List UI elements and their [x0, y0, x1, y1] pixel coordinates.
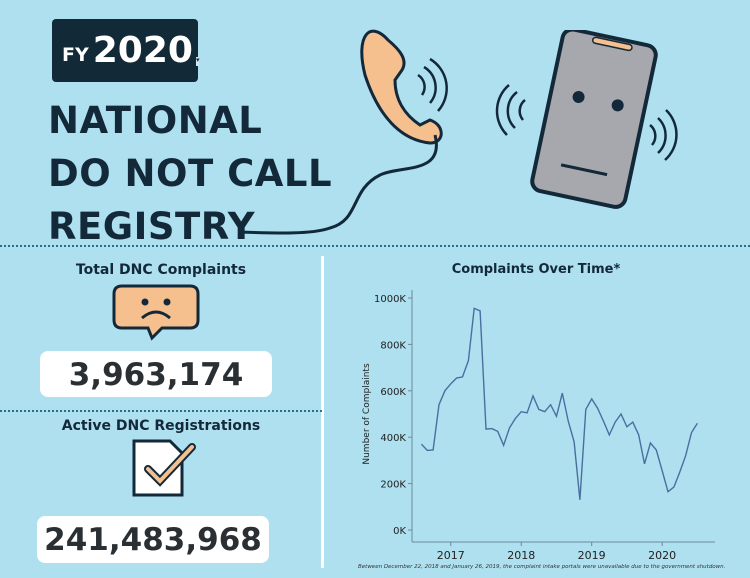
dropdown-arrow-icon[interactable]: ▾ [195, 56, 200, 66]
x-tick-label: 2020 [648, 549, 676, 562]
page-title: NATIONAL DO NOT CALL REGISTRY [48, 94, 332, 253]
telephone-handset-icon [239, 29, 448, 235]
title-line: DO NOT CALL [48, 152, 333, 195]
smartphone-icon [495, 30, 678, 209]
divider [321, 256, 324, 568]
y-tick-label: 800K [380, 340, 406, 351]
y-tick-label: 1000K [374, 294, 406, 305]
divider [0, 410, 322, 412]
complaints-series-line [420, 307, 698, 500]
chart-title: Complaints Over Time* [451, 262, 621, 277]
chart-footnote: Between December 22, 2018 and January 26… [358, 564, 726, 570]
y-tick-label: 0K [393, 526, 406, 537]
y-tick-label: 200K [380, 480, 406, 491]
x-tick-label: 2019 [578, 549, 606, 562]
x-tick-label: 2017 [437, 549, 465, 562]
y-axis-label: Number of Complaints [362, 363, 372, 465]
checked-document-icon [132, 439, 196, 497]
y-tick-label: 400K [380, 433, 406, 444]
y-tick-label: 600K [380, 387, 406, 398]
x-tick-label: 2018 [507, 549, 535, 562]
divider [0, 245, 750, 247]
sad-face-speech-bubble-icon [112, 284, 200, 341]
fy-prefix: FY [62, 43, 89, 66]
title-line: REGISTRY [48, 205, 256, 248]
fy-year: 2020 [92, 30, 193, 71]
fiscal-year-selector[interactable]: FY 2020 ▾ [52, 19, 200, 82]
total-complaints-value: 3,963,174 [40, 351, 272, 397]
active-registrations-label: Active DNC Registrations [61, 418, 261, 434]
active-registrations-value: 241,483,968 [37, 516, 269, 563]
title-line: NATIONAL [48, 99, 263, 142]
complaints-line-chart: 0K 200K 400K 600K 800K 1000K 2017 2018 2019 2020 N… [362, 290, 715, 562]
total-complaints-label: Total DNC Complaints [75, 262, 247, 278]
